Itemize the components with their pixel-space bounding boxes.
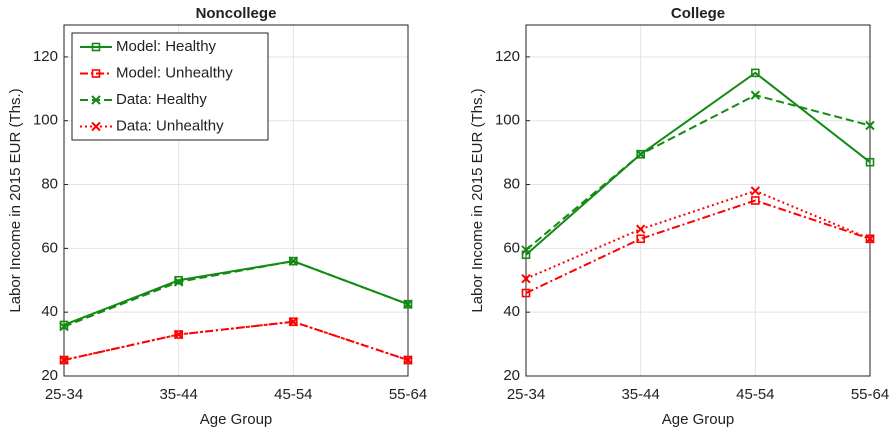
marker: [635, 149, 646, 159]
marker: [288, 317, 299, 327]
marker: [59, 321, 69, 332]
marker: [288, 256, 299, 266]
marker: [865, 157, 875, 167]
axes-box: [63, 24, 409, 377]
marker: [521, 273, 531, 284]
y-tick-label: 100: [33, 112, 58, 129]
y-tick-label: 120: [495, 48, 520, 65]
marker: [750, 90, 761, 100]
x-axis-label: Age Group: [662, 411, 735, 428]
legend-box: [71, 32, 269, 141]
legend-marker: [91, 121, 101, 132]
x-tick-label: 55-64: [851, 386, 889, 403]
marker: [751, 68, 760, 78]
plot-area: [526, 25, 870, 376]
marker: [635, 224, 646, 234]
legend-marker: [91, 69, 101, 78]
axes-box: [525, 24, 871, 377]
marker: [173, 277, 184, 287]
x-tick-label: 45-54: [736, 386, 774, 403]
x-tick-label: 35-44: [159, 386, 197, 403]
marker: [521, 288, 531, 298]
marker: [59, 355, 69, 365]
legend-label: Model: Unhealthy: [116, 64, 233, 81]
x-tick-label: 35-44: [621, 386, 659, 403]
series-line: [525, 189, 871, 280]
legend-marker: [91, 95, 101, 105]
marker: [865, 120, 875, 131]
chart-title: College: [671, 5, 725, 22]
y-tick-label: 80: [503, 176, 520, 193]
y-axis-label: Labor Income in 2015 EUR (Ths.): [7, 88, 24, 312]
y-tick-label: 60: [41, 239, 58, 256]
y-axis-label: Labor Income in 2015 EUR (Ths.): [469, 88, 486, 312]
legend-marker: [91, 42, 101, 52]
y-tick-label: 40: [503, 303, 520, 320]
x-tick-label: 55-64: [389, 386, 427, 403]
marker: [750, 186, 761, 196]
series-line: [63, 260, 409, 328]
y-tick-label: 20: [41, 367, 58, 384]
marker: [403, 355, 413, 365]
marker: [403, 299, 413, 309]
y-tick-label: 60: [503, 239, 520, 256]
series-line: [63, 320, 409, 362]
legend-label: Data: Healthy: [116, 91, 207, 108]
series-line: [525, 94, 871, 251]
series-line: [525, 199, 871, 294]
marker: [403, 299, 413, 309]
marker: [289, 317, 298, 327]
marker: [636, 149, 645, 159]
x-axis-label: Age Group: [200, 411, 273, 428]
y-tick-label: 120: [33, 48, 58, 65]
y-tick-label: 20: [503, 367, 520, 384]
marker: [865, 234, 875, 244]
marker: [59, 355, 69, 365]
legend-label: Data: Unhealthy: [116, 117, 224, 134]
y-tick-label: 40: [41, 303, 58, 320]
y-tick-label: 80: [41, 176, 58, 193]
marker: [636, 234, 645, 244]
marker: [521, 245, 531, 255]
marker: [751, 196, 760, 205]
marker: [403, 355, 413, 365]
marker: [865, 234, 875, 244]
x-tick-label: 45-54: [274, 386, 312, 403]
marker: [289, 256, 298, 266]
chart-title: Noncollege: [196, 5, 277, 22]
marker: [173, 329, 184, 340]
y-tick-label: 100: [495, 112, 520, 129]
legend-label: Model: Healthy: [116, 38, 217, 55]
x-tick-label: 25-34: [45, 386, 83, 403]
series-line: [525, 71, 871, 256]
x-tick-label: 25-34: [507, 386, 545, 403]
series-line: [63, 320, 409, 362]
